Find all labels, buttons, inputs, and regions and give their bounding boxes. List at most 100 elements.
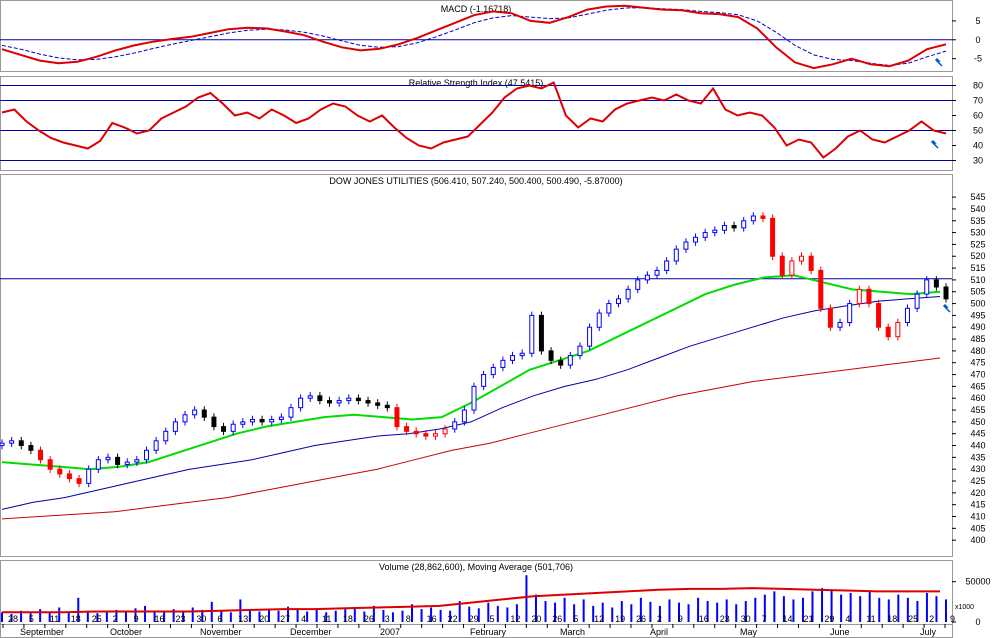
candle-body: [201, 409, 207, 418]
price-tick-label: 460: [970, 393, 985, 403]
month-label: July: [920, 627, 937, 637]
price-tick-label: 515: [970, 263, 985, 273]
rsi-tick-label: 30: [973, 156, 983, 166]
date-tick-label: 25: [92, 614, 102, 624]
date-tick-label: 2: [929, 614, 934, 624]
candle-body: [442, 428, 448, 435]
candle-body: [298, 397, 304, 409]
price-title: DOW JONES UTILITIES (506.410, 507.240, 5…: [329, 176, 622, 186]
price-tick-label: 455: [970, 405, 985, 415]
candle-body: [548, 350, 554, 361]
volume-layer: [1, 575, 947, 622]
candle-body: [654, 269, 660, 276]
candle-body: [876, 303, 882, 328]
date-tick-label: 14: [783, 614, 793, 624]
price-tick-label: 420: [970, 488, 985, 498]
date-tick-label: 18: [71, 614, 81, 624]
price-panel: [0, 174, 953, 557]
candle-body: [182, 414, 188, 423]
month-label: March: [560, 627, 585, 637]
price-tick-label: 490: [970, 322, 985, 332]
candle-body: [259, 419, 265, 423]
price-layer: [0, 212, 952, 520]
candle-body: [86, 468, 92, 484]
volume-title: Volume (28,862,600), Moving Average (501…: [379, 562, 573, 572]
date-tick-label: 12: [510, 614, 520, 624]
candle-body: [336, 400, 342, 404]
candle-body: [789, 260, 795, 276]
rsi-tick-label: 70: [973, 96, 983, 106]
candle-body: [124, 461, 130, 465]
date-tick-label: 3: [385, 614, 390, 624]
price-tick-label: 435: [970, 452, 985, 462]
month-label: October: [110, 627, 142, 637]
price-tick-label: 520: [970, 251, 985, 261]
candle-body: [28, 445, 34, 451]
date-tick-label: 18: [887, 614, 897, 624]
candle-body: [105, 456, 111, 461]
date-tick-label: 16: [699, 614, 709, 624]
price-tick-label: 430: [970, 464, 985, 474]
candle-body: [500, 359, 506, 368]
candle-body: [741, 220, 747, 229]
moving-average-short: [1, 274, 941, 471]
date-tick-label: 2: [113, 614, 118, 624]
candle-body: [683, 241, 689, 250]
candle-body: [471, 385, 477, 411]
date-tick-label: 23: [175, 614, 185, 624]
candle-body: [567, 355, 573, 366]
date-tick-label: 4: [845, 614, 850, 624]
candle-body: [943, 286, 949, 300]
candle-body: [673, 248, 679, 262]
month-label: May: [740, 627, 758, 637]
month-label: June: [830, 627, 850, 637]
candle-body: [18, 440, 24, 447]
price-tick-label: 480: [970, 346, 985, 356]
date-tick-label: 9: [134, 614, 139, 624]
macd-tick-label: 5: [975, 16, 980, 26]
candle-body: [481, 374, 487, 387]
candle-body: [355, 397, 361, 402]
date-tick-label: 22: [448, 614, 458, 624]
price-tick-label: 440: [970, 441, 985, 451]
candle-body: [47, 459, 53, 470]
candle-body: [847, 303, 853, 323]
candle-body: [904, 307, 910, 323]
price-tick-label: 545: [970, 192, 985, 202]
price-tick-label: 500: [970, 299, 985, 309]
rsi-panel: [0, 76, 953, 171]
candle-body: [885, 326, 891, 338]
candle-body: [606, 303, 612, 314]
candle-body: [384, 404, 390, 409]
price-tick-label: 485: [970, 334, 985, 344]
month-label: September: [20, 627, 64, 637]
candle-body: [452, 421, 458, 430]
candle-body: [702, 232, 708, 238]
candle-body: [808, 255, 814, 271]
price-tick-label: 495: [970, 310, 985, 320]
candle-body: [365, 400, 371, 404]
candle-body: [413, 430, 419, 435]
date-tick-label: 29: [824, 614, 834, 624]
candle-body: [163, 430, 169, 442]
candle-body: [394, 407, 400, 428]
macd-panel: [0, 0, 953, 72]
candle-body: [779, 255, 785, 276]
macd-signal-line: [1, 7, 947, 67]
candle-body: [95, 459, 101, 470]
candle-body: [153, 440, 159, 451]
volume-multiplier-label: x1000: [955, 604, 974, 611]
date-tick-label: 29: [469, 614, 479, 624]
date-tick-label: 28: [8, 614, 18, 624]
date-tick-label: 25: [908, 614, 918, 624]
date-tick-label: 26: [636, 614, 646, 624]
indicator-arrows: [930, 57, 951, 313]
candle-body: [615, 298, 621, 305]
price-tick-label: 415: [970, 500, 985, 510]
candle-body: [404, 426, 410, 432]
candle-body: [721, 224, 727, 231]
candle-body: [278, 416, 284, 421]
date-tick-label: 7: [762, 614, 767, 624]
date-tick-label: 5: [489, 614, 494, 624]
candle-body: [249, 419, 255, 423]
